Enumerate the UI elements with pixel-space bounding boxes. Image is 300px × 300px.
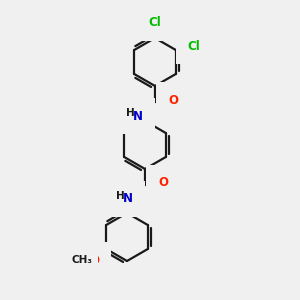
Text: H: H [116, 191, 124, 201]
Text: CH₃: CH₃ [72, 255, 93, 265]
Text: O: O [89, 254, 99, 266]
Text: O: O [168, 94, 178, 106]
Text: H: H [126, 108, 134, 118]
Text: Cl: Cl [188, 40, 200, 52]
Text: N: N [133, 110, 143, 122]
Text: N: N [123, 193, 133, 206]
Text: Cl: Cl [148, 16, 161, 29]
Text: O: O [158, 176, 168, 190]
